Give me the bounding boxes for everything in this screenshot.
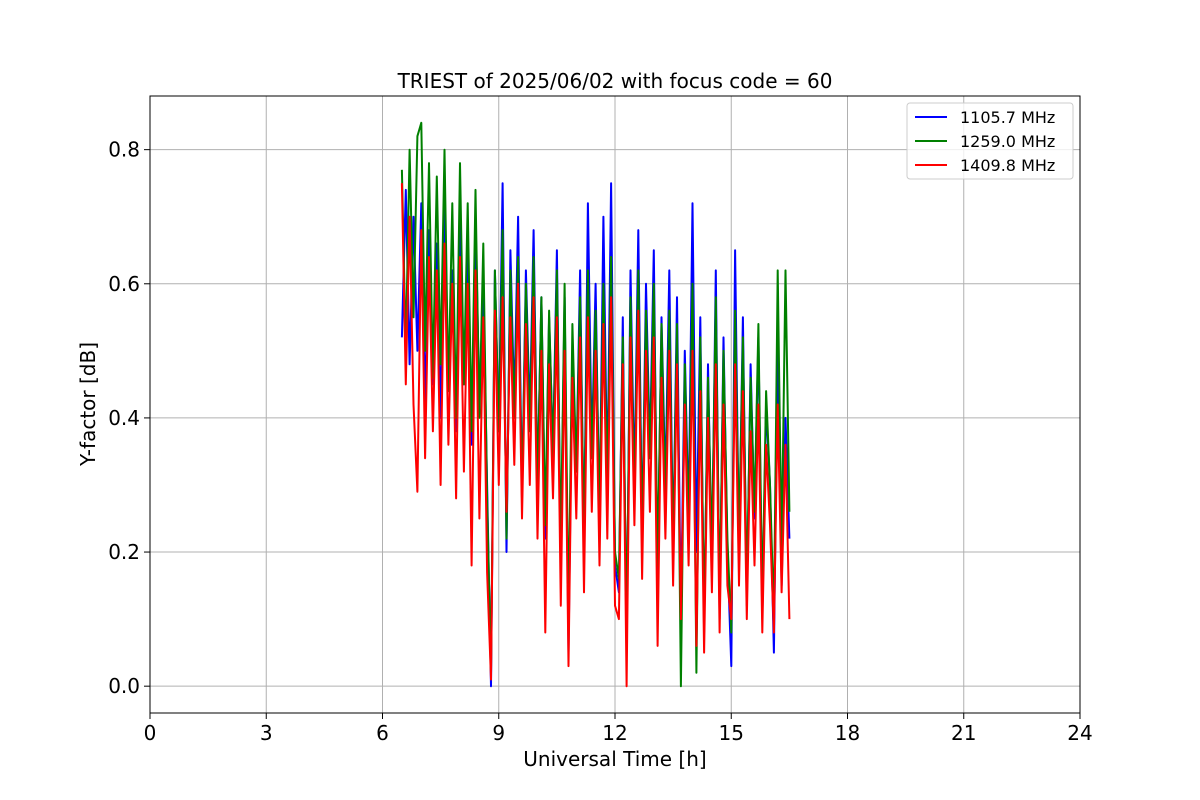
x-tick-label: 24 — [1067, 721, 1092, 745]
x-tick-label: 0 — [144, 721, 157, 745]
y-tick-label: 0.6 — [108, 272, 140, 296]
y-tick-label: 0.2 — [108, 540, 140, 564]
series-layer — [400, 121, 791, 688]
legend-entry-0: 1105.7 MHz — [960, 108, 1055, 127]
legend-box — [906, 102, 1074, 180]
series-line-2 — [400, 183, 791, 688]
series-line-1 — [400, 121, 791, 688]
y-tick-label: 0.4 — [108, 406, 140, 430]
legend-entry-1: 1259.0 MHz — [960, 132, 1055, 151]
x-tick-label: 9 — [492, 721, 505, 745]
x-axis: 0 3 6 9 12 15 18 21 24 — [144, 713, 1093, 745]
legend-entry-2: 1409.8 MHz — [960, 156, 1055, 175]
x-tick-label: 21 — [951, 721, 976, 745]
y-axis-label: Y-factor [dB] — [76, 342, 100, 467]
x-tick-label: 6 — [376, 721, 389, 745]
y-axis: 0.0 0.2 0.4 0.6 0.8 — [108, 138, 150, 698]
y-tick-label: 0.0 — [108, 674, 140, 698]
x-tick-label: 3 — [260, 721, 273, 745]
x-tick-label: 15 — [719, 721, 744, 745]
legend: 1105.7 MHz 1259.0 MHz 1409.8 MHz — [906, 102, 1074, 180]
x-tick-label: 18 — [835, 721, 860, 745]
chart-title: TRIEST of 2025/06/02 with focus code = 6… — [397, 69, 833, 93]
x-tick-label: 12 — [602, 721, 627, 745]
x-axis-label: Universal Time [h] — [523, 747, 706, 771]
y-tick-label: 0.8 — [108, 138, 140, 162]
